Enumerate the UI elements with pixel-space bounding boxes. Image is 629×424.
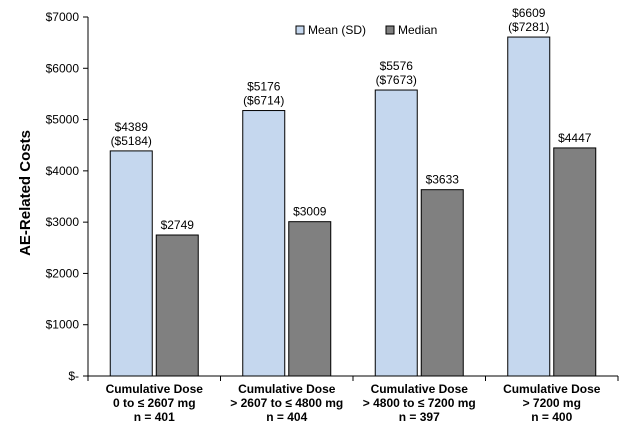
bar-mean — [242, 110, 286, 377]
data-label: ($6714) — [243, 94, 284, 108]
y-axis-ticks: $- $1000 $2000 $3000 $4000 $5000 $6000 $7000 — [46, 10, 88, 383]
x-category-label: Cumulative Dose > 7200 mg n = 400 — [503, 382, 601, 424]
plot-area: $4389($5184)$2749$5176($6714)$3009$5576(… — [87, 6, 618, 377]
data-label: $4389 — [115, 120, 149, 134]
data-label: $6609 — [512, 6, 546, 20]
data-label: ($7281) — [508, 20, 549, 34]
y-tick-label: $1000 — [46, 318, 80, 332]
data-label: $3633 — [426, 173, 460, 187]
legend-label: Mean (SD) — [308, 23, 366, 37]
bar-mean — [109, 150, 153, 377]
bar-median — [288, 221, 332, 377]
x-category-label: Cumulative Dose > 4800 to ≤ 7200 mg n = 39… — [363, 382, 476, 424]
bar-median — [155, 234, 199, 377]
x-category-label: Cumulative Dose 0 to ≤ 2607 mg n = 401 — [106, 382, 204, 424]
y-tick-label: $6000 — [46, 61, 80, 75]
bar-median — [553, 147, 597, 377]
y-tick-label: $- — [68, 369, 79, 383]
data-label: $4447 — [558, 131, 592, 145]
data-label: $2749 — [161, 218, 195, 232]
bar-mean — [374, 89, 418, 377]
y-tick-label: $2000 — [46, 266, 80, 280]
y-tick-label: $3000 — [46, 215, 80, 229]
bar-median — [420, 189, 464, 377]
bar-mean — [507, 36, 551, 377]
x-category-label: Cumulative Dose > 2607 to ≤ 4800 mg n = 40… — [230, 382, 343, 424]
data-label: $5176 — [247, 80, 281, 94]
legend-label: Median — [398, 23, 437, 37]
data-label: $3009 — [293, 205, 327, 219]
data-label: $5576 — [380, 59, 414, 73]
x-axis-categories: Cumulative Dose 0 to ≤ 2607 mg n = 401 Cumu… — [87, 376, 619, 424]
data-label: ($7673) — [376, 73, 417, 87]
legend-swatch — [295, 25, 305, 35]
y-tick-label: $5000 — [46, 113, 80, 127]
y-axis-label: AE-Related Costs — [17, 130, 34, 256]
legend-swatch — [385, 25, 395, 35]
legend: Mean (SD) Median — [295, 23, 437, 37]
y-tick-label: $4000 — [46, 164, 80, 178]
y-tick-label: $7000 — [46, 10, 80, 24]
data-label: ($5184) — [111, 134, 152, 148]
